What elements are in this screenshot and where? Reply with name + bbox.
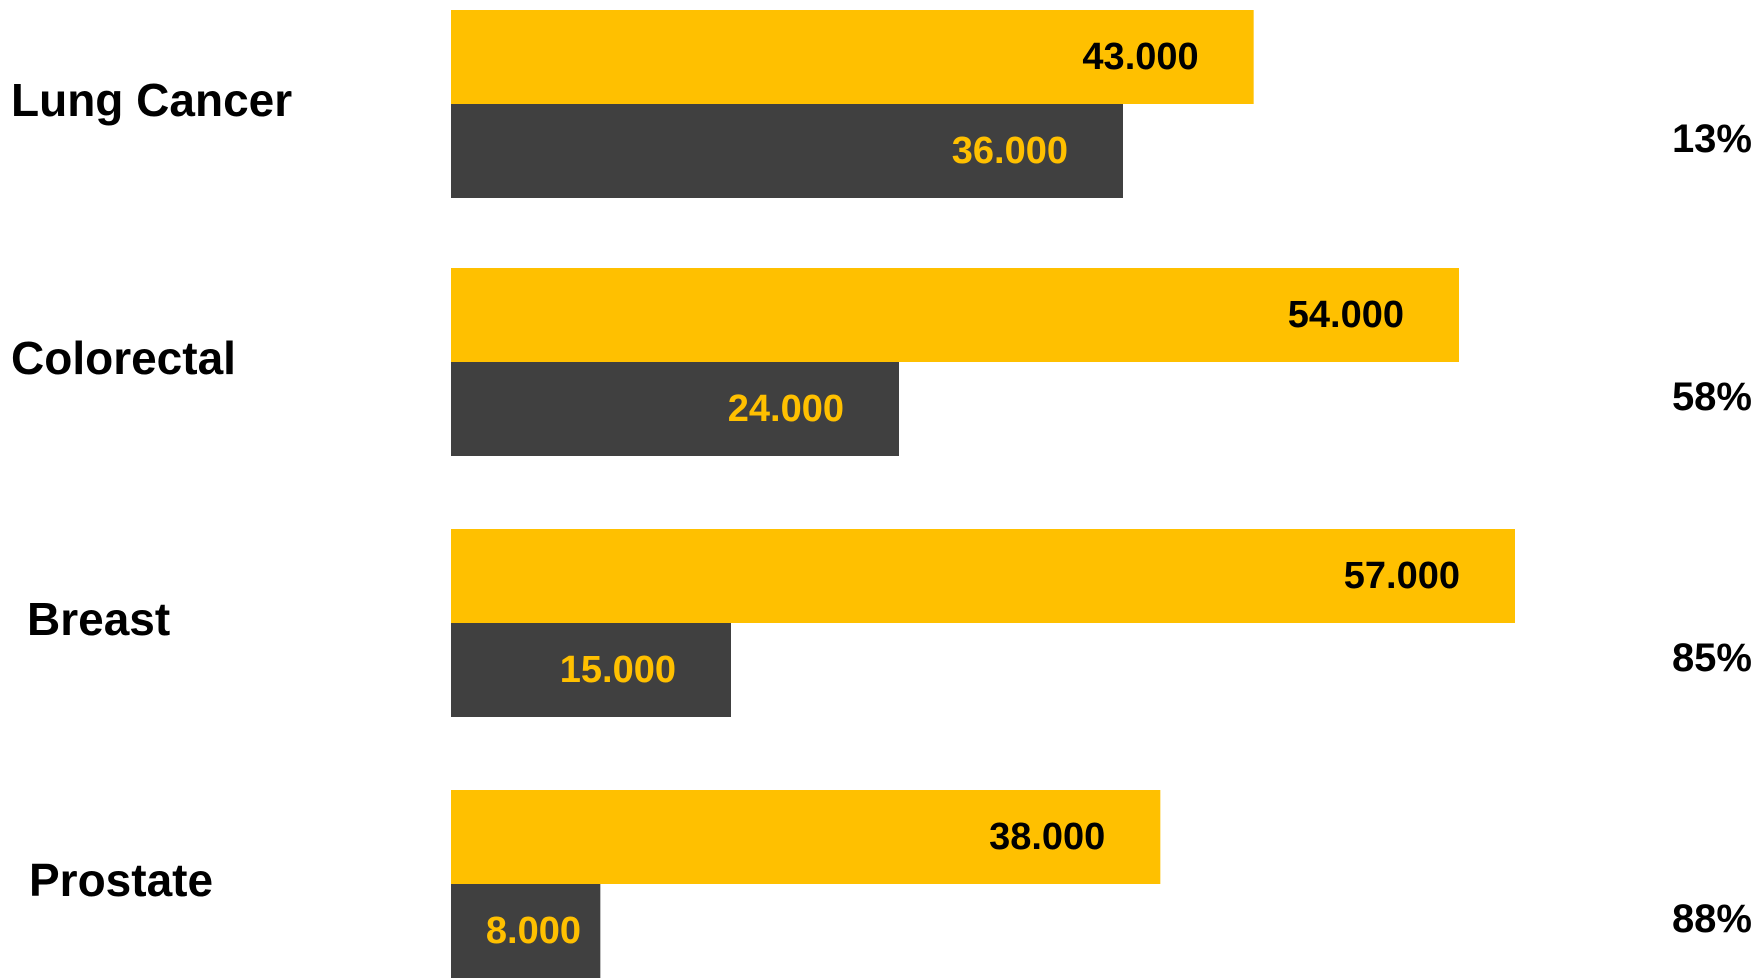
value-label: 38.000: [989, 816, 1105, 858]
bar: [451, 268, 1459, 362]
bar: [451, 104, 1123, 198]
value-label: 15.000: [560, 649, 676, 691]
bar: [451, 10, 1254, 104]
bar: [451, 529, 1515, 623]
value-label: 36.000: [952, 130, 1068, 172]
value-label: 57.000: [1344, 555, 1460, 597]
category-label: Prostate: [29, 854, 213, 906]
percentage-label: 88%: [1672, 897, 1752, 941]
value-label: 54.000: [1288, 294, 1404, 336]
bar: [451, 362, 899, 456]
percentage-label: 58%: [1672, 375, 1752, 419]
value-label: 24.000: [728, 388, 844, 430]
category-label: Colorectal: [11, 332, 236, 384]
value-label: 8.000: [486, 910, 581, 952]
percentage-label: 13%: [1672, 117, 1752, 161]
bar: [451, 790, 1161, 884]
percentage-label: 85%: [1672, 636, 1752, 680]
category-label: Lung Cancer: [11, 74, 292, 126]
value-label: 43.000: [1082, 36, 1198, 78]
category-label: Breast: [27, 593, 170, 645]
bar: [451, 884, 601, 978]
bar: [451, 623, 731, 717]
